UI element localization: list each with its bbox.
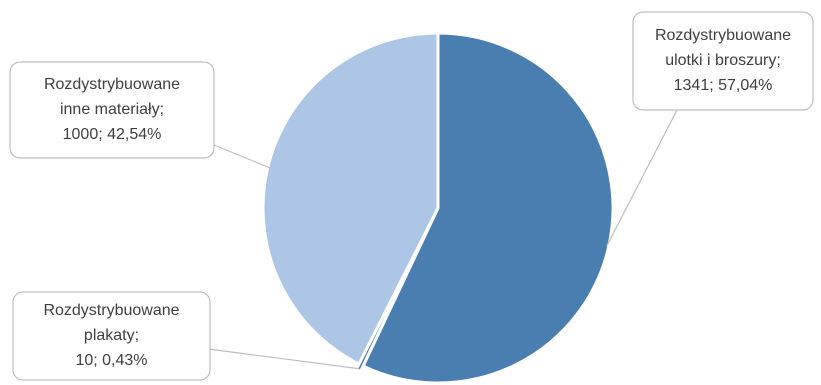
- data-label-text: 10; 0,43%: [75, 352, 147, 369]
- data-label-callout: Rozdystrybuowane ulotki i broszury; 1341; …: [632, 11, 814, 111]
- data-label-text: ulotki i broszury;: [665, 52, 781, 69]
- callouts-layer: Rozdystrybuowane ulotki i broszury; 1341; …: [9, 11, 814, 381]
- callout-box: [632, 11, 814, 111]
- callout-box: [9, 61, 215, 159]
- data-label-text: inne materiały;: [60, 101, 164, 118]
- data-label-callout: Rozdystrybuowane inne materiały; 1000; 42,…: [9, 61, 215, 159]
- data-label-text: Rozdystrybuowane: [43, 302, 179, 319]
- callout-box: [12, 291, 211, 381]
- data-label-text: Rozdystrybuowane: [655, 27, 791, 44]
- leader-line: [213, 144, 270, 169]
- leader-line: [606, 109, 678, 247]
- data-label-callout: Rozdystrybuowane plakaty; 10; 0,43%: [12, 291, 211, 381]
- data-label-text: 1341; 57,04%: [674, 77, 773, 94]
- data-label-text: 1000; 42,54%: [63, 126, 162, 143]
- data-label-text: plakaty;: [84, 327, 139, 344]
- data-label-text: Rozdystrybuowane: [44, 76, 180, 93]
- slices-layer: [261, 31, 615, 385]
- pie-slice-rozdystrybuowane-ulotki-i-broszury: [361, 31, 615, 385]
